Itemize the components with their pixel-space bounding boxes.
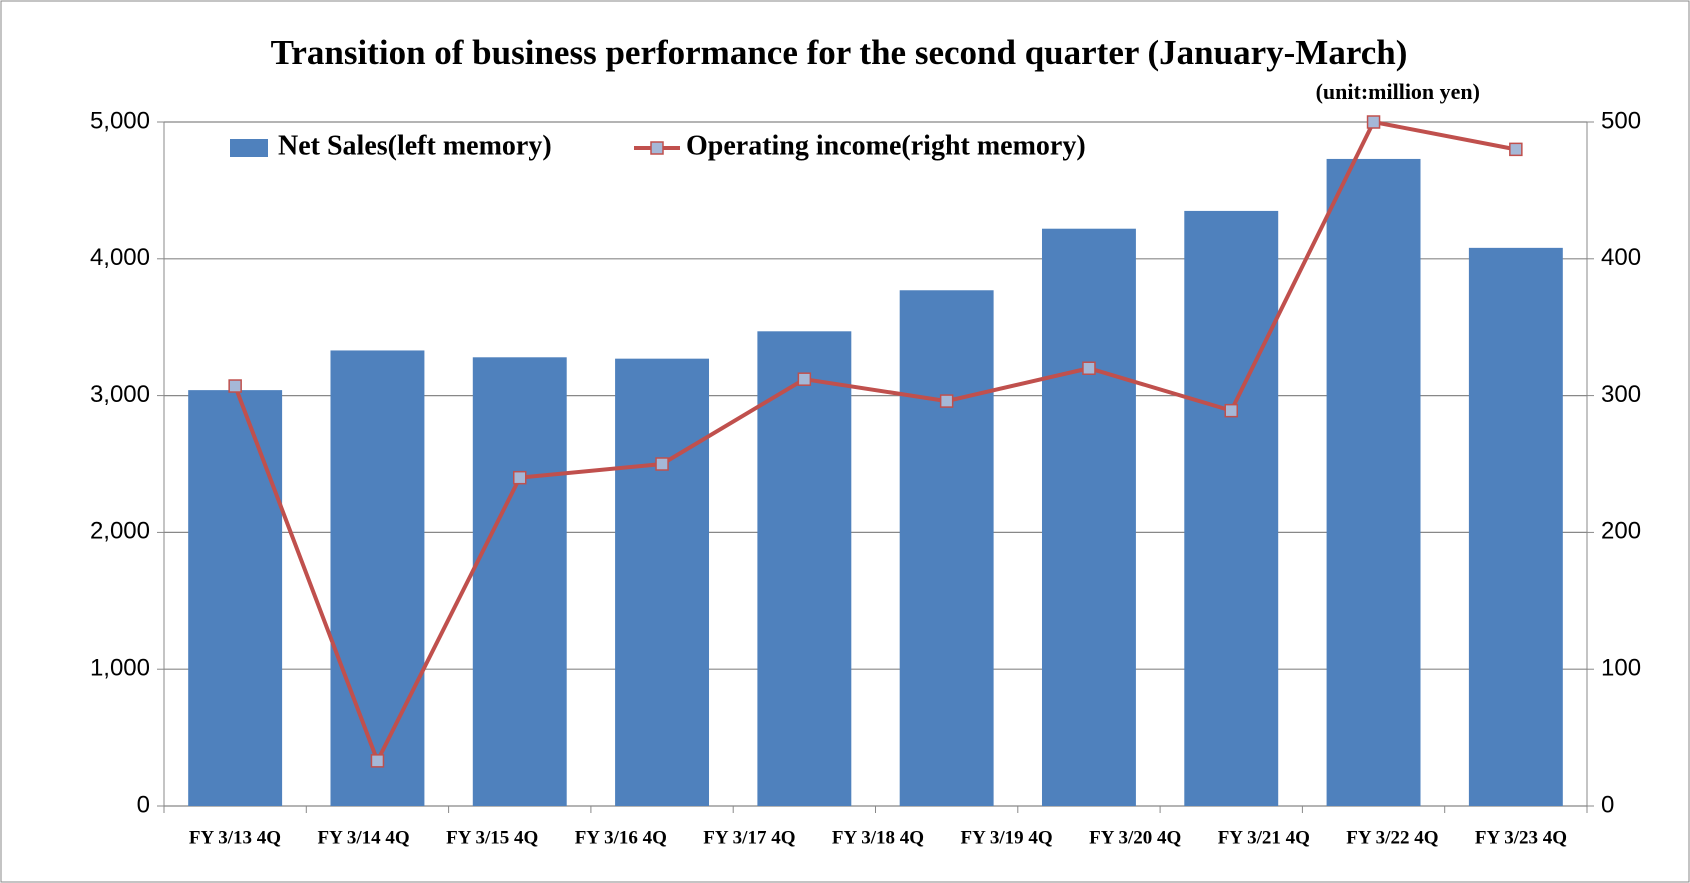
marker bbox=[513, 470, 527, 485]
y-tick-label: 3,000 bbox=[90, 381, 150, 408]
bar bbox=[615, 358, 710, 806]
marker bbox=[228, 379, 242, 393]
legend-marker bbox=[650, 141, 664, 155]
x-tick-label: FY 3/15 4Q bbox=[446, 827, 538, 848]
bar bbox=[1041, 228, 1136, 807]
x-tick-label: FY 3/19 4Q bbox=[961, 827, 1053, 848]
bar bbox=[1326, 158, 1421, 806]
y2-tick-label: 200 bbox=[1601, 518, 1641, 545]
y-tick-label: 0 bbox=[137, 791, 150, 818]
marker bbox=[1509, 142, 1523, 157]
x-tick-label: FY 3/13 4Q bbox=[189, 827, 281, 848]
marker bbox=[655, 457, 669, 471]
y2-tick-label: 0 bbox=[1601, 791, 1614, 818]
x-tick-label: FY 3/18 4Q bbox=[832, 827, 924, 848]
x-tick-label: FY 3/17 4Q bbox=[703, 827, 795, 848]
line bbox=[233, 119, 1517, 766]
marker bbox=[797, 372, 812, 386]
x-tick-label: FY 3/20 4Q bbox=[1089, 827, 1181, 848]
bar bbox=[1468, 247, 1563, 806]
chart-title: Transition of business performance for t… bbox=[271, 33, 1408, 72]
unit-label: (unit:million yen) bbox=[1316, 79, 1480, 104]
y2-tick-label: 400 bbox=[1601, 244, 1641, 271]
y2-tick-label: 100 bbox=[1601, 655, 1641, 682]
y-tick-label: 1,000 bbox=[90, 655, 150, 682]
y-tick-label: 2,000 bbox=[90, 518, 150, 545]
legend-label: Net Sales(left memory) bbox=[278, 130, 552, 161]
marker bbox=[1224, 403, 1238, 418]
x-tick-label: FY 3/16 4Q bbox=[575, 827, 667, 848]
marker bbox=[1082, 361, 1096, 375]
x-tick-label: FY 3/23 4Q bbox=[1475, 827, 1567, 848]
bar bbox=[1184, 210, 1279, 807]
x-tick-label: FY 3/21 4Q bbox=[1218, 827, 1310, 848]
legend-label: Operating income(right memory) bbox=[686, 130, 1086, 161]
bar bbox=[899, 290, 994, 806]
bar bbox=[472, 357, 567, 806]
bar bbox=[330, 350, 425, 806]
bar bbox=[188, 390, 283, 806]
marker bbox=[1366, 115, 1381, 129]
marker bbox=[939, 394, 954, 408]
bar bbox=[757, 331, 852, 806]
y-tick-label: 5,000 bbox=[90, 107, 150, 134]
legend-swatch bbox=[230, 139, 268, 157]
marker bbox=[370, 754, 385, 768]
y2-tick-label: 300 bbox=[1601, 381, 1641, 408]
y-tick-label: 4,000 bbox=[90, 244, 150, 271]
y2-tick-label: 500 bbox=[1601, 107, 1641, 134]
x-tick-label: FY 3/14 4Q bbox=[318, 827, 410, 848]
x-tick-label: FY 3/22 4Q bbox=[1346, 827, 1438, 848]
